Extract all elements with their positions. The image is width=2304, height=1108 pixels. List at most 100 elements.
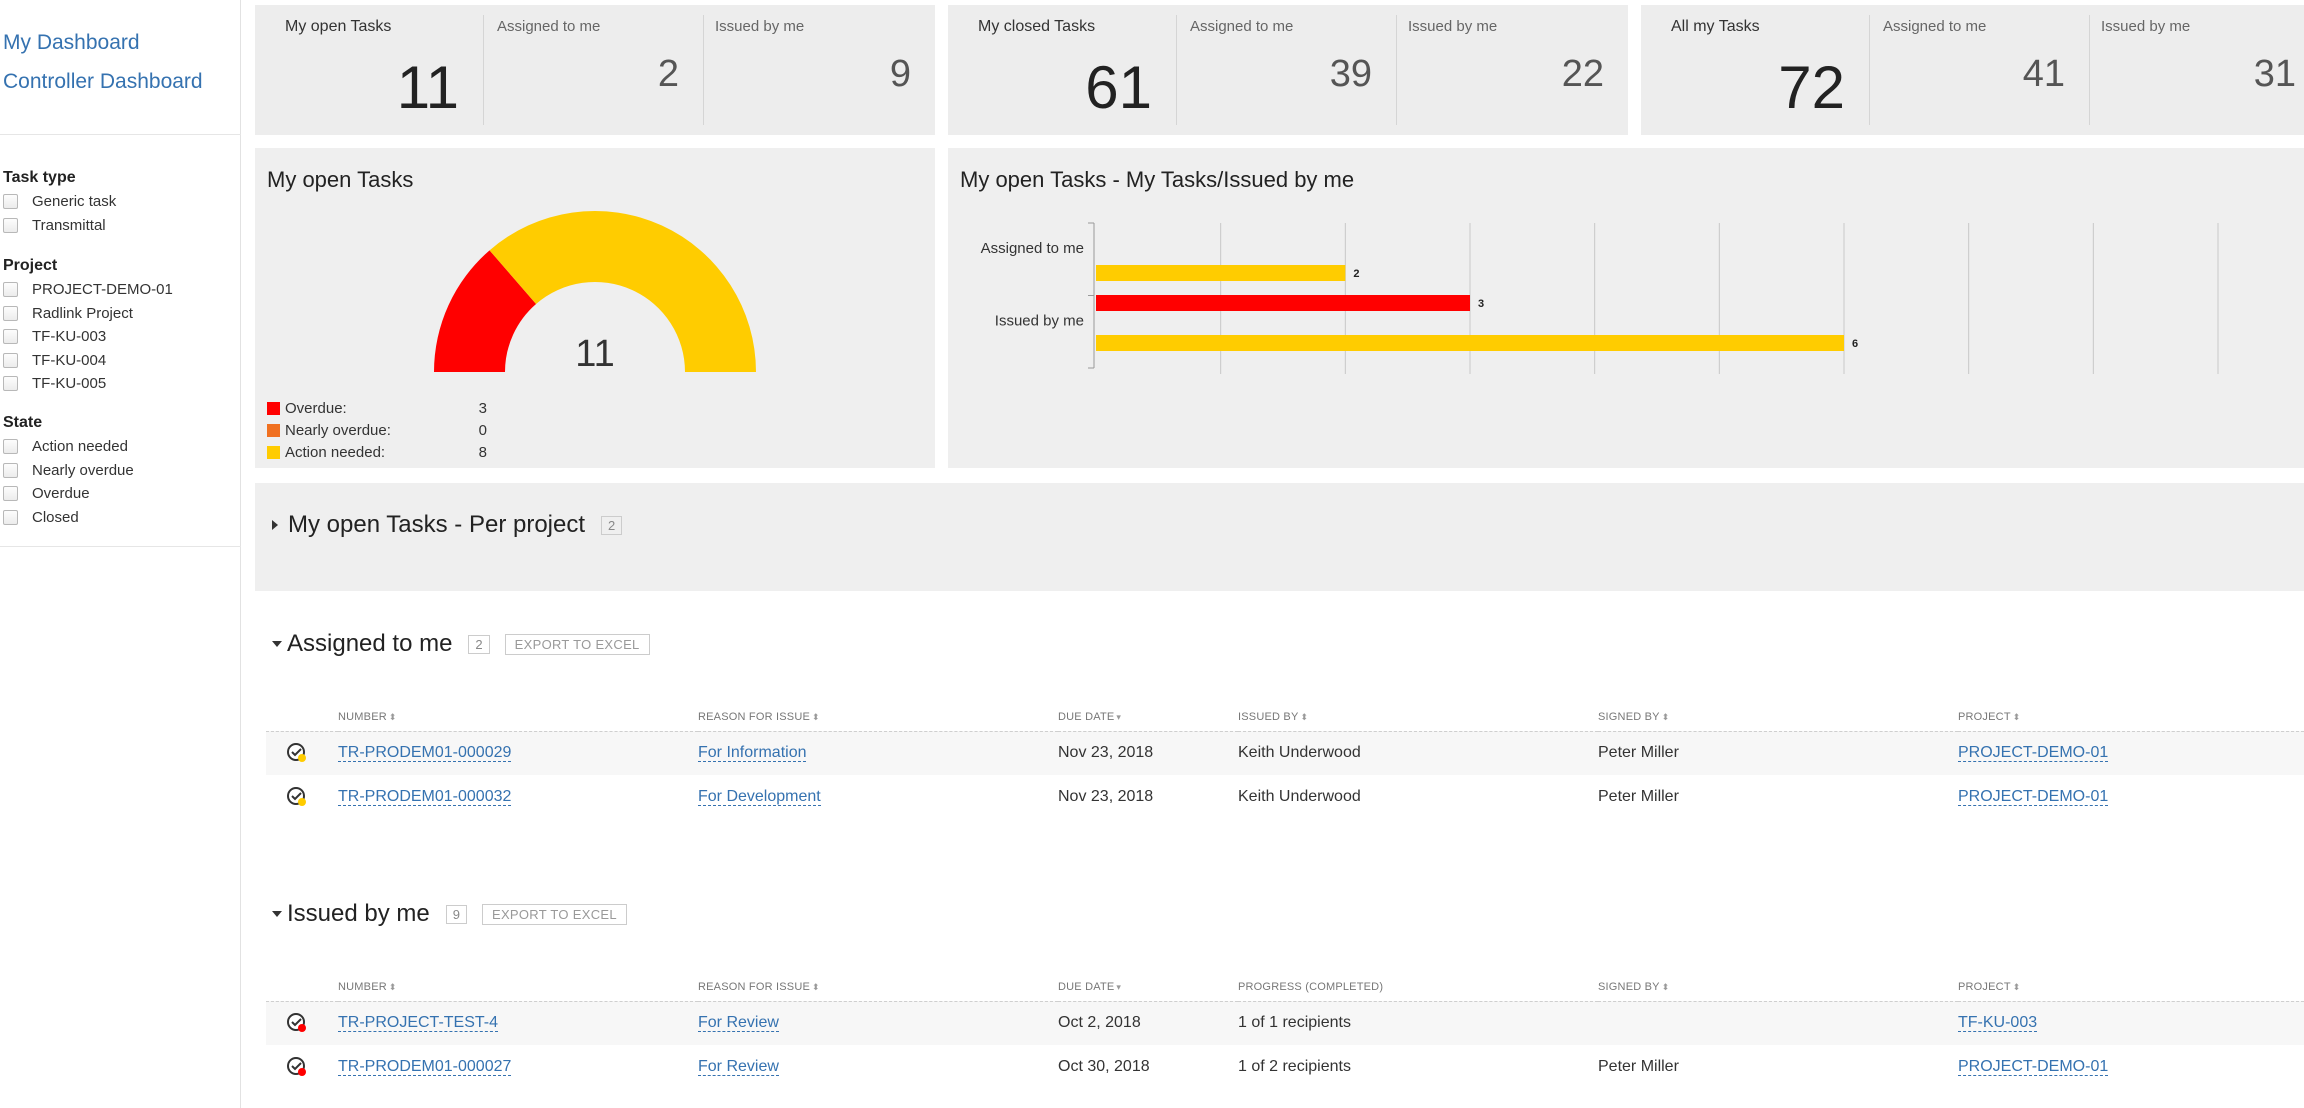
project-link[interactable]: PROJECT-DEMO-01 — [1958, 1058, 2109, 1076]
filter-item-overdue[interactable]: Overdue — [3, 482, 134, 506]
task-number-link[interactable]: TR-PRODEM01-000029 — [338, 744, 512, 763]
reason-link[interactable]: For Review — [698, 1014, 779, 1033]
bar — [1096, 335, 1844, 351]
task-number-link[interactable]: TR-PRODEM01-000027 — [338, 1058, 512, 1076]
stat-label: Issued by me — [1408, 18, 1498, 35]
col-label: NUMBER — [338, 711, 387, 724]
filter-item-tf-ku-003[interactable]: TF-KU-003 — [3, 325, 173, 349]
project-link[interactable]: PROJECT-DEMO-01 — [1958, 744, 2109, 763]
filter-item-radlink-project[interactable]: Radlink Project — [3, 302, 173, 326]
col-project[interactable]: PROJECT ⬍ — [1958, 974, 2304, 1002]
checkbox[interactable] — [3, 329, 18, 345]
filter-label: Overdue — [32, 485, 90, 503]
bar-chart-panel: My open Tasks - My Tasks/Issued by me As… — [948, 148, 2304, 468]
sort-icon: ⬍ — [2012, 982, 2021, 993]
stat-value: 11 — [396, 54, 459, 121]
filter-item-closed[interactable]: Closed — [3, 506, 134, 530]
stat-box-open[interactable]: My open Tasks 11 Assigned to me 2 Issued… — [255, 5, 935, 135]
col-label: DUE DATE — [1058, 981, 1115, 994]
col-label: SIGNED BY — [1598, 711, 1660, 724]
checkbox[interactable] — [3, 352, 18, 368]
col-signed-by[interactable]: SIGNED BY ⬍ — [1598, 974, 1958, 1002]
filter-item-transmittal[interactable]: Transmittal — [3, 214, 116, 238]
assigned-export-button[interactable]: EXPORT TO EXCEL — [504, 633, 650, 655]
col-progress: PROGRESS (COMPLETED) — [1238, 974, 1598, 1002]
checkbox[interactable] — [3, 194, 18, 210]
table-row[interactable]: TR-PRODEM01-000029 For Information Nov 2… — [266, 731, 2304, 775]
project-link[interactable]: PROJECT-DEMO-01 — [1958, 788, 2109, 806]
y-tick-label: Issued by me — [995, 313, 1084, 330]
filter-item-action-needed[interactable]: Action needed — [3, 435, 134, 459]
expand-caret-icon[interactable] — [272, 520, 278, 530]
reason-link[interactable]: For Development — [698, 788, 821, 806]
my-dashboard-link[interactable]: My Dashboard — [3, 31, 140, 54]
col-number[interactable]: NUMBER ⬍ — [338, 704, 698, 732]
reason-link[interactable]: For Review — [698, 1058, 779, 1076]
reason-link[interactable]: For Information — [698, 744, 807, 763]
controller-dashboard-link[interactable]: Controller Dashboard — [3, 70, 203, 93]
sort-icon: ⬍ — [388, 712, 397, 723]
checkbox[interactable] — [3, 217, 18, 233]
cell-progress: 1 of 2 recipients — [1238, 1058, 1351, 1075]
col-issued-by[interactable]: ISSUED BY ⬍ — [1238, 704, 1598, 732]
per-project-section[interactable]: My open Tasks - Per project 2 — [255, 483, 2304, 591]
stat-label: Assigned to me — [1190, 18, 1294, 35]
gauge-title: My open Tasks — [267, 167, 414, 192]
cell-number: TR-PRODEM01-000032 — [338, 775, 698, 819]
project-link[interactable]: TF-KU-003 — [1958, 1014, 2038, 1033]
cell-due: Nov 23, 2018 — [1058, 788, 1154, 805]
filter-item-project-demo-01[interactable]: PROJECT-DEMO-01 — [3, 278, 173, 302]
col-label: SIGNED BY — [1598, 981, 1660, 994]
stat-open-assigned: Assigned to me 2 — [483, 15, 703, 125]
col-number[interactable]: NUMBER ⬍ — [338, 974, 698, 1002]
table-row[interactable]: TR-PROJECT-TEST-4 For Review Oct 2, 2018… — [266, 1001, 2304, 1045]
sort-icon: ⬍ — [1661, 712, 1670, 723]
col-project[interactable]: PROJECT ⬍ — [1958, 704, 2304, 732]
col-due-date[interactable]: DUE DATE ▾ — [1058, 704, 1238, 732]
collapse-caret-icon[interactable] — [272, 911, 282, 917]
filter-title-project: Project — [3, 257, 58, 274]
checkbox[interactable] — [3, 282, 18, 298]
gauge-segment-action-needed — [489, 210, 756, 372]
col-signed-by[interactable]: SIGNED BY ⬍ — [1598, 704, 1958, 732]
filter-item-generic-task[interactable]: Generic task — [3, 190, 116, 214]
filter-label: Nearly overdue — [32, 461, 134, 479]
task-number-link[interactable]: TR-PRODEM01-000032 — [338, 788, 512, 806]
checkbox[interactable] — [3, 439, 18, 455]
checkbox[interactable] — [3, 462, 18, 478]
filter-item-tf-ku-005[interactable]: TF-KU-005 — [3, 372, 173, 396]
assigned-title: Assigned to me — [287, 630, 453, 657]
stat-box-all[interactable]: All my Tasks 72 Assigned to me 41 Issued… — [1641, 5, 2304, 135]
stat-value: 41 — [2022, 53, 2065, 95]
filter-item-nearly-overdue[interactable]: Nearly overdue — [3, 459, 134, 483]
checkbox[interactable] — [3, 509, 18, 525]
col-reason[interactable]: REASON FOR ISSUE ⬍ — [698, 974, 1058, 1002]
table-row[interactable]: TR-PRODEM01-000027 For Review Oct 30, 20… — [266, 1045, 2304, 1089]
stat-closed-assigned: Assigned to me 39 — [1176, 15, 1396, 125]
checkbox[interactable] — [3, 486, 18, 502]
cell-issued-by: Keith Underwood — [1238, 788, 1361, 805]
legend-label: Action needed: — [285, 443, 386, 461]
stat-value: 61 — [1085, 54, 1152, 121]
sort-icon: ⬍ — [1300, 712, 1309, 723]
cell-number: TR-PRODEM01-000027 — [338, 1045, 698, 1089]
col-label: DUE DATE — [1058, 711, 1115, 724]
checkbox[interactable] — [3, 305, 18, 321]
collapse-caret-icon[interactable] — [272, 641, 282, 647]
task-number-link[interactable]: TR-PROJECT-TEST-4 — [338, 1014, 499, 1033]
filter-item-tf-ku-004[interactable]: TF-KU-004 — [3, 349, 173, 373]
per-project-count-badge: 2 — [601, 515, 623, 535]
issued-export-button[interactable]: EXPORT TO EXCEL — [481, 903, 627, 925]
col-due-date[interactable]: DUE DATE ▾ — [1058, 974, 1238, 1002]
filter-label: Transmittal — [32, 216, 106, 234]
cell-number: TR-PROJECT-TEST-4 — [338, 1001, 698, 1045]
table-row[interactable]: TR-PRODEM01-000032 For Development Nov 2… — [266, 775, 2304, 819]
sort-desc-icon: ▾ — [1116, 982, 1122, 993]
gauge-segment-overdue — [434, 250, 537, 372]
issued-count-badge: 9 — [445, 904, 467, 924]
per-project-header[interactable]: My open Tasks - Per project 2 — [272, 511, 623, 539]
checkbox[interactable] — [3, 376, 18, 392]
sidebar-divider — [0, 546, 241, 547]
stat-box-closed[interactable]: My closed Tasks 61 Assigned to me 39 Iss… — [948, 5, 1628, 135]
col-reason[interactable]: REASON FOR ISSUE ⬍ — [698, 704, 1058, 732]
